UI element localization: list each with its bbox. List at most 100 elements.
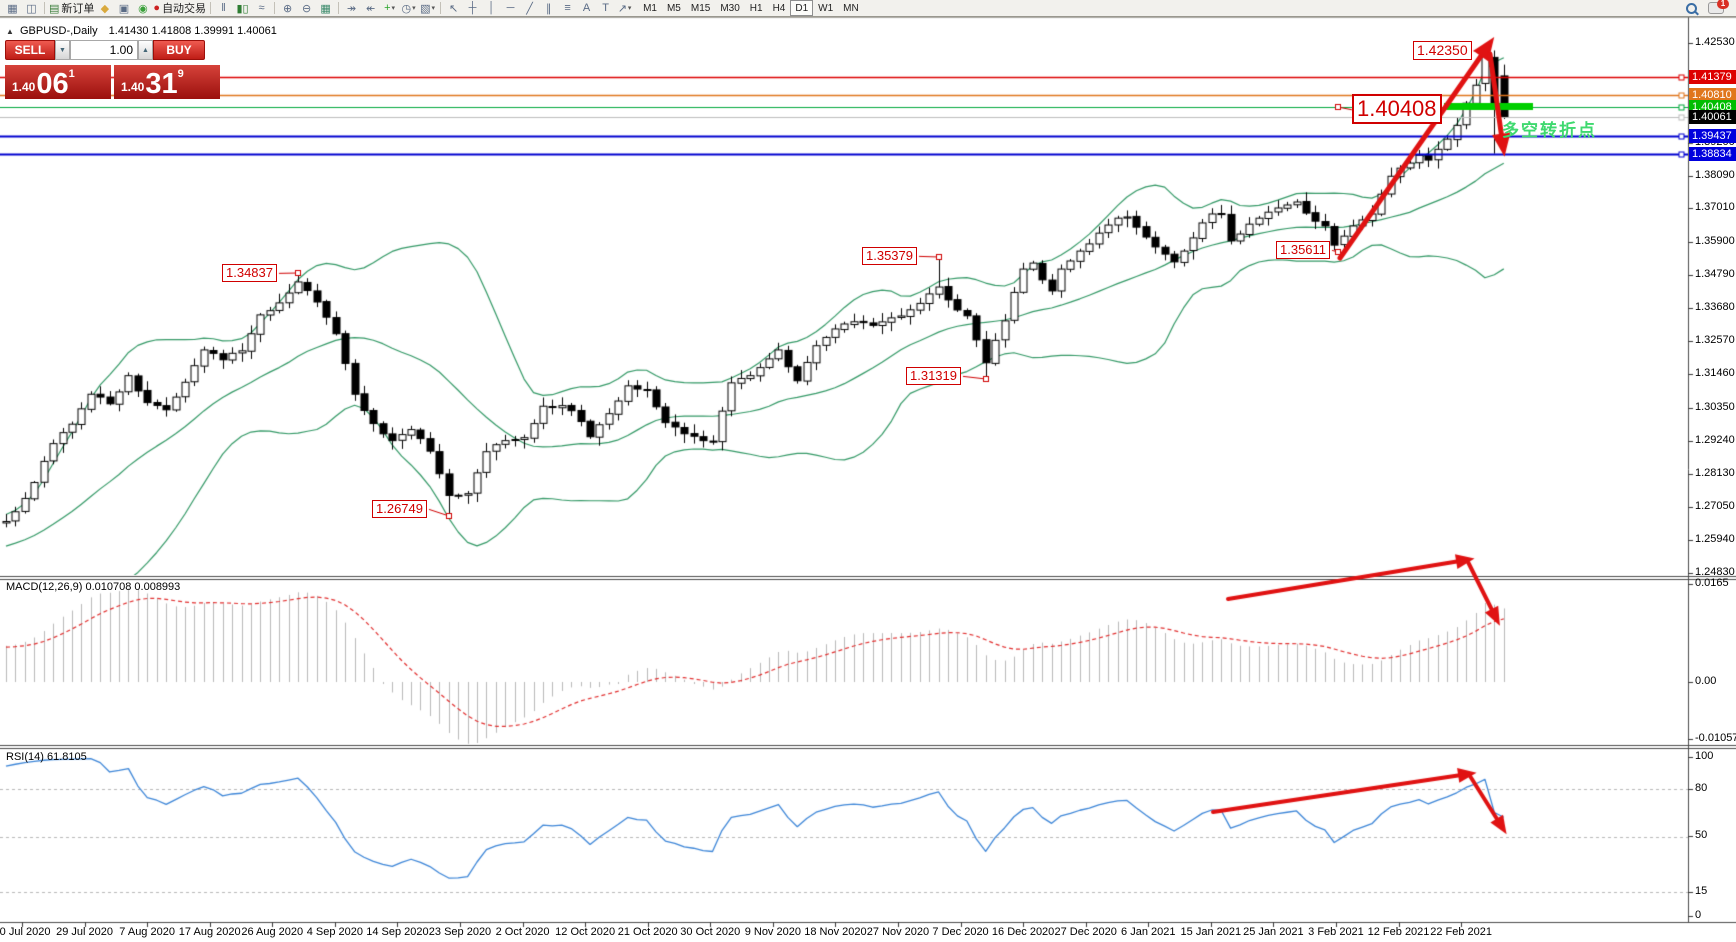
macd-label: MACD(12,26,9) 0.010708 0.008993	[6, 581, 181, 593]
fibonacci-icon[interactable]: ≡	[564, 2, 571, 14]
periods-icon[interactable]: ◷ ▾	[401, 2, 416, 15]
sell-quote[interactable]: 1.40 06 1	[5, 65, 111, 99]
signals-icon[interactable]: ◉	[138, 2, 148, 15]
price-tick-label: 1.28130	[1695, 467, 1735, 480]
line-chart-icon[interactable]: ≈	[258, 2, 265, 14]
rsi-axis-label: 80	[1695, 782, 1708, 794]
toolbar-separator	[44, 2, 45, 14]
candlestick-icon[interactable]: ▮▯	[236, 2, 249, 15]
scroll-end-icon[interactable]: ↠	[346, 2, 357, 15]
buy-quote[interactable]: 1.40 31 9	[114, 65, 220, 99]
date-label: 15 Jan 2021	[1180, 926, 1242, 938]
volume-decrease-button[interactable]: ▼	[55, 40, 70, 60]
profiles-icon[interactable]: ◫	[26, 2, 37, 15]
auto-scroll-icon[interactable]: ↞	[365, 2, 376, 15]
price-tick-label: 1.33680	[1695, 300, 1735, 313]
ohlc-values: 1.41430 1.41808 1.39991 1.40061	[108, 25, 277, 37]
horizontal-line-icon[interactable]: ─	[506, 2, 515, 14]
cursor-icon[interactable]: ↖	[448, 2, 459, 15]
toolbar-separator	[210, 2, 212, 14]
timeframe-w1[interactable]: W1	[818, 2, 834, 14]
chat-badge: 1	[1717, 0, 1729, 9]
date-label: 18 Nov 2020	[804, 926, 867, 938]
chat-icon[interactable]: 1	[1707, 0, 1733, 16]
date-label: 26 Aug 2020	[241, 926, 304, 938]
price-callout[interactable]: 1.35611	[1276, 241, 1331, 259]
price-tick-label: 1.42530	[1695, 36, 1735, 48]
autotrading-icon[interactable]: ● 自动交易	[153, 2, 207, 15]
arrows-icon[interactable]: ↗ ▾	[617, 2, 632, 15]
date-label: 27 Dec 2020	[1054, 926, 1117, 938]
price-badge: 1.40061	[1689, 109, 1736, 124]
price-tick-label: 1.38090	[1695, 168, 1735, 181]
timeframe-m30[interactable]: M30	[720, 2, 740, 14]
bar-chart-icon[interactable]: ‖	[221, 2, 226, 14]
toolbar-separator	[440, 2, 442, 14]
crosshair-icon[interactable]: ┼	[468, 2, 477, 14]
terminal-icon[interactable]: ▣	[118, 2, 130, 15]
price-badge: 1.41379	[1689, 70, 1736, 85]
timeframe-d1[interactable]: D1	[790, 0, 814, 16]
add-indicator-icon[interactable]: + ▾	[384, 2, 396, 14]
rsi-axis-label: 100	[1695, 750, 1714, 762]
price-tick-label: 1.27050	[1695, 499, 1735, 512]
price-callout[interactable]: 1.26749	[372, 500, 427, 518]
metaeditor-icon[interactable]: ◆	[100, 2, 110, 15]
sell-button[interactable]: SELL	[5, 40, 55, 60]
date-label: 20 Jul 2020	[0, 926, 51, 938]
date-label: 25 Jan 2021	[1243, 926, 1304, 938]
toolbar-separator	[274, 2, 276, 14]
volume-input[interactable]	[70, 40, 138, 60]
vertical-line-icon[interactable]: │	[488, 2, 495, 14]
zoom-out-icon[interactable]: ⊖	[301, 2, 312, 15]
sell-price-pip: 1	[68, 68, 75, 80]
price-callout[interactable]: 1.40408	[1352, 94, 1442, 125]
date-label: 27 Nov 2020	[866, 926, 930, 938]
date-label: 30 Oct 2020	[680, 926, 741, 938]
date-label: 3 Feb 2021	[1308, 926, 1364, 938]
tile-windows-icon[interactable]: ▦	[320, 2, 331, 15]
price-callout[interactable]: 1.35379	[862, 247, 917, 265]
volume-increase-button[interactable]: ▲	[138, 40, 153, 60]
one-click-trading-panel: SELL ▼ ▲ BUY 1.40 06 1 1.40 31 9	[5, 40, 223, 99]
timeframe-h4[interactable]: H4	[772, 2, 786, 14]
text-label-icon[interactable]: T	[602, 2, 609, 14]
macd-axis-label: 0.0165	[1695, 577, 1729, 589]
price-tick-label: 1.34790	[1695, 267, 1735, 280]
collapse-icon[interactable]: ▲	[6, 27, 14, 36]
price-tick-label: 1.30350	[1695, 400, 1735, 413]
zoom-in-icon[interactable]: ⊕	[282, 2, 293, 15]
date-label: 12 Oct 2020	[555, 926, 616, 938]
sell-price-big: 06	[36, 68, 69, 100]
channel-icon[interactable]: ∥	[545, 2, 552, 15]
price-tick-label: 1.32570	[1695, 334, 1735, 347]
symbol-period-label: GBPUSD-,Daily	[19, 25, 98, 37]
price-callout[interactable]: 1.34837	[222, 264, 277, 282]
buy-price-prefix: 1.40	[121, 80, 145, 94]
price-tick-label: 1.24830	[1695, 565, 1735, 578]
macd-axis-label: 0.00	[1695, 675, 1717, 687]
price-callout[interactable]: 1.42350	[1413, 41, 1472, 60]
turning-point-note[interactable]: 多空转折点	[1502, 121, 1597, 140]
date-label: 9 Nov 2020	[744, 926, 801, 938]
timeframe-m1[interactable]: M1	[643, 2, 657, 14]
price-tick-label: 1.35900	[1695, 234, 1735, 247]
timeframe-mn[interactable]: MN	[843, 2, 859, 14]
search-icon[interactable]	[1682, 1, 1701, 16]
buy-button[interactable]: BUY	[153, 40, 205, 60]
timeframe-h1[interactable]: H1	[749, 2, 763, 14]
templates-icon[interactable]: ▧ ▾	[420, 2, 436, 15]
chart-window-icon[interactable]: ▦	[7, 2, 18, 15]
timeframe-m5[interactable]: M5	[666, 2, 681, 14]
rsi-label: RSI(14) 61.8105	[6, 751, 87, 763]
text-icon[interactable]: A	[582, 2, 591, 14]
trendline-icon[interactable]: ╱	[526, 2, 533, 15]
new-order-icon[interactable]: ▤ 新订单	[49, 2, 95, 16]
timeframe-m15[interactable]: M15	[690, 2, 711, 14]
rsi-axis-label: 50	[1695, 829, 1708, 841]
date-label: 21 Oct 2020	[617, 926, 678, 938]
price-callout[interactable]: 1.31319	[906, 367, 961, 385]
price-tick-label: 1.31460	[1695, 367, 1735, 380]
